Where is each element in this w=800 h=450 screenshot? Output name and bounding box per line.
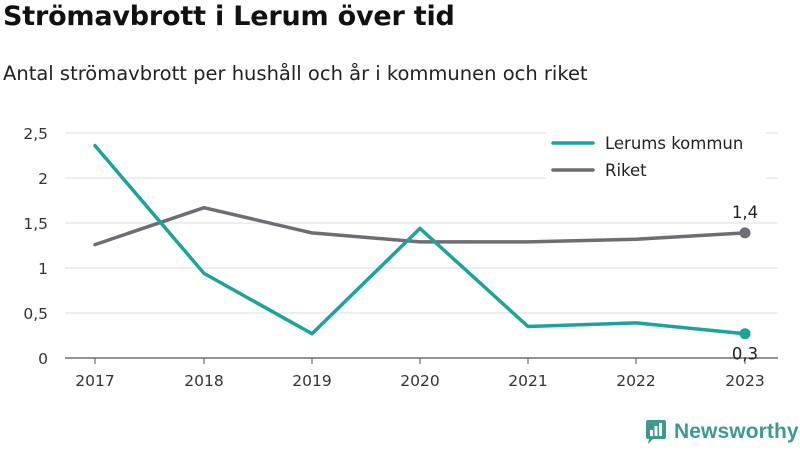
newsworthy-logo-icon — [646, 420, 666, 444]
legend-background — [546, 129, 766, 183]
y-axis-ticks: 0 0,5 1 1,5 2 2,5 — [23, 125, 48, 368]
end-labels: 1,4 0,3 — [732, 203, 758, 364]
x-axis-ticks: 2017 2018 2019 2020 2021 2022 2023 — [75, 358, 765, 390]
brand-logo: Newsworthy — [644, 419, 799, 445]
series-line-riket — [93, 205, 747, 247]
end-point-riket — [739, 227, 751, 239]
brand-name: Newsworthy — [674, 420, 799, 443]
end-label-lerum: 0,3 — [732, 345, 758, 364]
x-tick-label: 2022 — [616, 372, 655, 390]
y-tick-label: 0,5 — [23, 305, 48, 323]
y-tick-label: 2 — [38, 170, 48, 188]
x-tick-label: 2017 — [75, 372, 114, 390]
chart-title: Strömavbrott i Lerum över tid — [3, 1, 455, 32]
end-point-lerum — [739, 328, 751, 340]
x-tick-label: 2018 — [184, 372, 223, 390]
x-tick-label: 2023 — [725, 372, 764, 390]
x-tick-label: 2020 — [400, 372, 439, 390]
x-tick-label: 2021 — [508, 372, 547, 390]
y-tick-label: 0 — [38, 350, 48, 368]
series-line-lerum — [93, 143, 747, 336]
series-lines — [93, 143, 751, 340]
gridlines — [65, 132, 778, 359]
chart-subtitle: Antal strömavbrott per hushåll och år i … — [3, 62, 588, 85]
y-tick-label: 2,5 — [23, 125, 48, 143]
legend-label: Riket — [605, 161, 647, 180]
y-tick-label: 1 — [38, 260, 48, 278]
x-tick-label: 2019 — [292, 372, 331, 390]
end-label-riket: 1,4 — [732, 203, 758, 222]
legend: Lerums kommun Riket — [546, 129, 766, 183]
y-tick-label: 1,5 — [23, 215, 48, 233]
legend-label: Lerums kommun — [605, 134, 743, 153]
